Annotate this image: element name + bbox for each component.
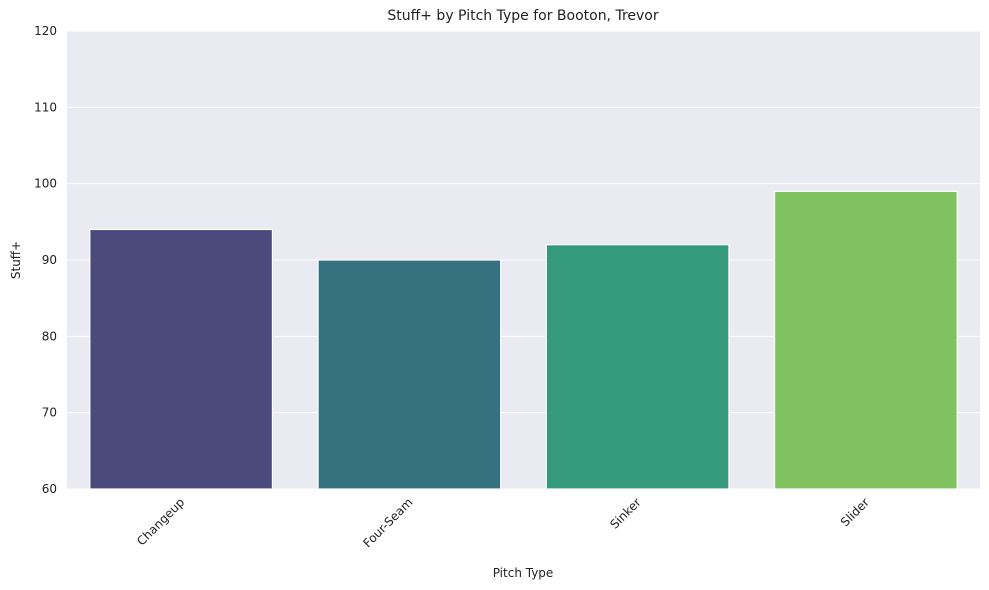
bars xyxy=(89,190,958,490)
x-tick-label: Changeup xyxy=(134,495,187,548)
y-tick-label: 80 xyxy=(42,329,57,343)
x-tick-label: Slider xyxy=(838,495,872,529)
y-tick-label: 90 xyxy=(42,253,57,267)
y-tick-labels: 60 70 80 90 100 110 120 xyxy=(34,24,57,496)
chart-title: Stuff+ by Pitch Type for Booton, Trevor xyxy=(387,8,659,24)
y-tick-label: 110 xyxy=(34,100,57,114)
bar-sinker xyxy=(545,244,730,490)
bar-slider xyxy=(773,190,958,490)
x-tick-label: Four-Seam xyxy=(360,495,415,550)
y-tick-label: 70 xyxy=(42,406,57,420)
x-tick-labels: Changeup Four-Seam Sinker Slider xyxy=(134,495,872,550)
y-tick-label: 100 xyxy=(34,177,57,191)
x-axis-label: Pitch Type xyxy=(493,566,554,580)
y-tick-label: 120 xyxy=(34,24,57,38)
bar-four-seam xyxy=(317,259,502,490)
bar-changeup xyxy=(89,228,274,490)
x-tick-label: Sinker xyxy=(607,495,643,531)
y-tick-label: 60 xyxy=(42,482,57,496)
y-axis-label: Stuff+ xyxy=(9,241,23,279)
